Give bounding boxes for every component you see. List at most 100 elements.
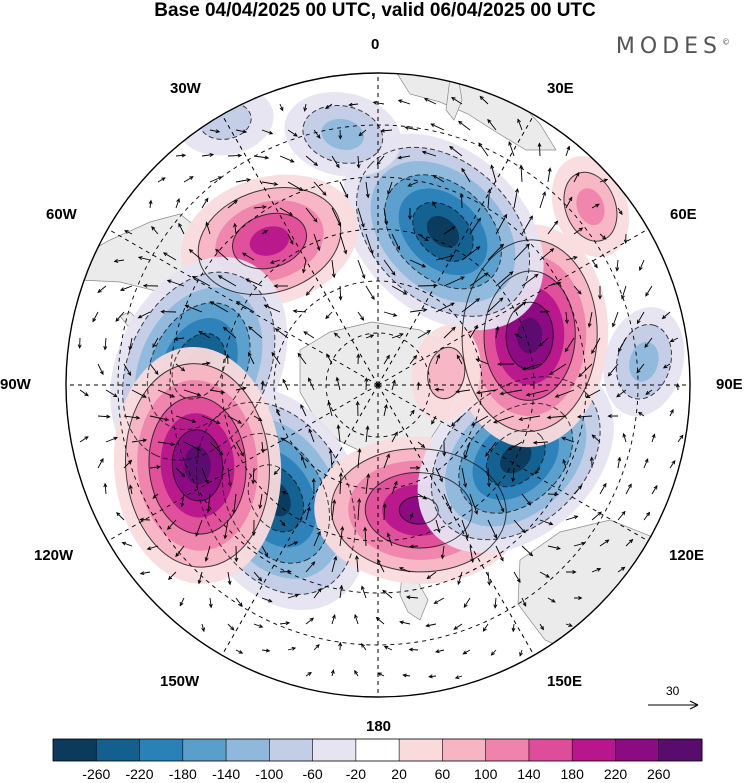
wind-arrow [279,519,286,527]
wind-arrow [253,205,267,209]
wind-arrow [198,330,211,339]
wind-arrow [253,623,264,628]
wind-arrow [302,259,307,274]
wind-arrow [547,545,561,550]
wind-arrow [335,376,341,391]
wind-arrow [305,155,319,166]
meridian-240 [107,228,379,386]
colorbar-tick-label: -260 [82,766,111,782]
map-border [65,72,691,698]
wind-arrow [461,298,481,313]
wind-arrow [331,499,337,521]
wind-arrow [364,377,369,391]
wind-arrow [119,285,133,291]
wind-arrow [643,511,651,521]
contour-ring [197,187,342,296]
wind-arrow [549,363,567,375]
wind-arrow [184,304,203,313]
wind-arrow [461,467,468,488]
wind-arrow [547,220,559,235]
wind-arrow [391,233,400,251]
wind-arrow [338,472,343,495]
wind-arrow [279,155,295,163]
wind-arrow [244,278,263,287]
wind-arrow [573,485,583,495]
wind-arrow [398,567,411,573]
wind-arrow [355,400,360,417]
wind-arrow [440,545,445,560]
wind-arrow [469,272,489,287]
wind-arrow [261,181,279,186]
wind-arrow [357,497,362,521]
wind-arrow [175,467,186,478]
wind-arrow [313,129,321,139]
wind-arrow [386,532,393,547]
wind-vectors [77,95,684,680]
colorbar-swatch [572,739,616,761]
parallel-30 [273,280,483,490]
wind-arrow [662,363,671,369]
wind-arrow [525,389,549,397]
wind-arrow [521,363,541,371]
wind-arrow [260,441,265,454]
wind-arrow [139,571,151,576]
wind-arrow [493,415,515,424]
colorbar-tick-label: 20 [391,766,407,782]
wind-arrow [564,311,569,325]
wind-arrow [519,649,523,657]
colorbar-swatch [658,739,703,761]
wind-arrow [201,415,221,424]
wind-arrow [566,569,577,575]
colorbar-tick-label: 100 [474,766,498,782]
wind-arrow [391,379,396,391]
wind-arrow [539,571,551,578]
wind-arrow [547,597,556,603]
wind-arrow [435,302,455,313]
wind-arrow [383,453,390,469]
wind-arrow [152,493,159,499]
wind-arrow [330,669,335,677]
wind-arrow [279,621,291,626]
wind-arrow [643,458,649,469]
wind-arrow [348,102,359,107]
colorbar-tick-label: -140 [212,766,241,782]
wind-arrow [188,249,203,261]
wind-arrow [383,403,388,417]
anomaly-center-7 [113,347,282,584]
parallel-15 [325,332,431,438]
colorbar-tick-label: -180 [168,766,197,782]
wind-arrow [356,155,361,169]
wind-arrow [409,354,418,365]
lon-label-120e: 120E [669,547,705,564]
wind-arrow [576,414,593,419]
colorbar-tick-label: -220 [125,766,154,782]
wind-arrow [453,623,463,630]
colorbar-swatch [139,739,184,761]
wind-arrow [617,510,626,521]
wind-arrow [463,597,471,608]
wind-arrow [195,519,203,537]
wind-arrow [300,404,307,417]
wind-arrow [365,233,374,255]
wind-arrow [124,230,133,235]
contour-ring [364,472,473,549]
lon-label-0: 0 [371,36,380,53]
wind-arrow [539,309,551,314]
wind-arrow [433,597,445,604]
wind-arrow [421,150,437,157]
wind-arrow [409,465,421,470]
wind-arrow [123,415,141,420]
contour-ring [356,146,531,317]
wind-arrow [209,301,229,313]
wind-arrow [97,285,107,294]
wind-arrow [383,354,390,365]
lon-label-150e: 150E [547,673,583,690]
wind-arrow [287,646,297,651]
wind-arrow [287,541,299,547]
wind-arrow [227,571,232,586]
wind-arrow [308,377,315,391]
wind-arrow [479,95,489,105]
wind-arrow [113,258,125,263]
colorbar-tick-label: 140 [517,766,541,782]
wind-arrow [354,669,359,677]
